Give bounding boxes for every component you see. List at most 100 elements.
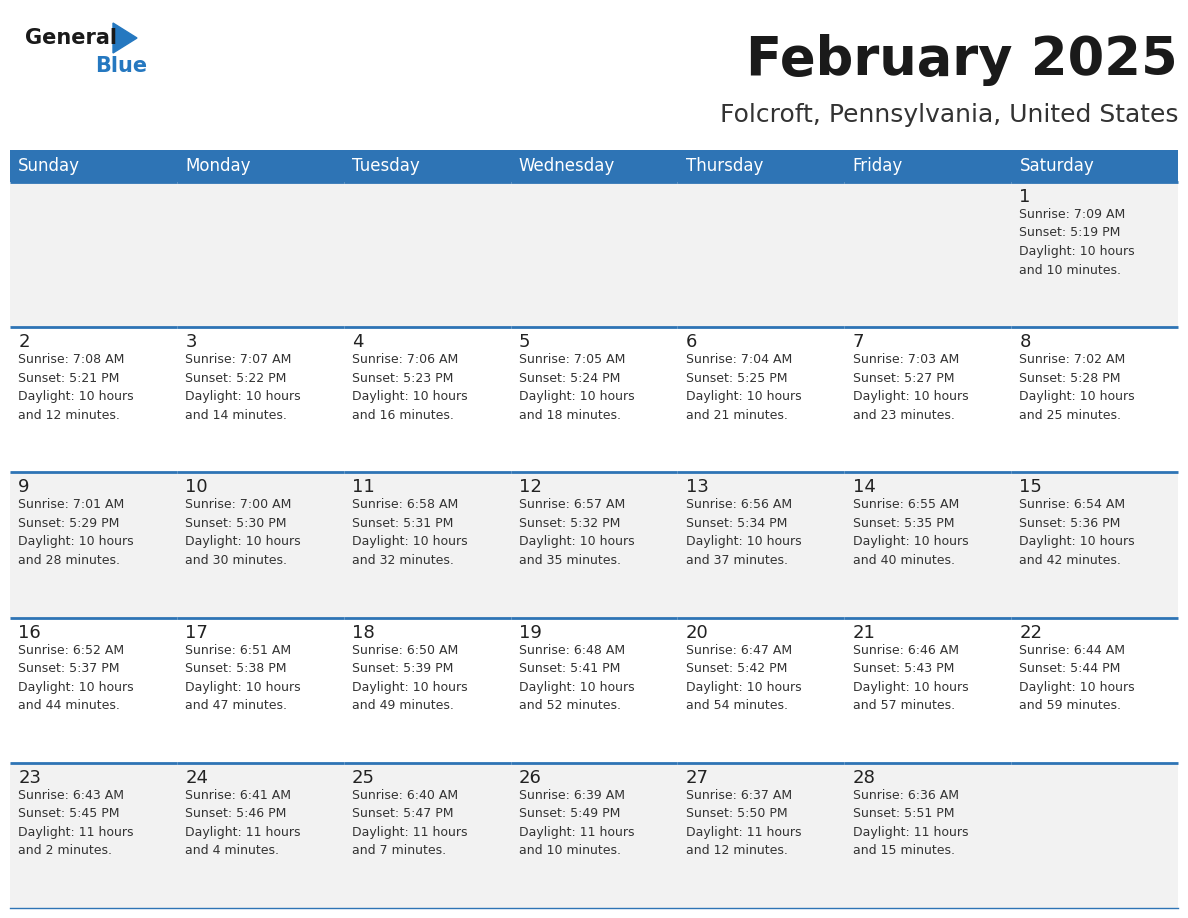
FancyBboxPatch shape — [1011, 618, 1178, 763]
Text: Sunrise: 7:02 AM
Sunset: 5:28 PM
Daylight: 10 hours
and 25 minutes.: Sunrise: 7:02 AM Sunset: 5:28 PM Dayligh… — [1019, 353, 1135, 421]
FancyBboxPatch shape — [177, 473, 343, 618]
FancyBboxPatch shape — [677, 763, 845, 908]
Text: Sunrise: 6:39 AM
Sunset: 5:49 PM
Daylight: 11 hours
and 10 minutes.: Sunrise: 6:39 AM Sunset: 5:49 PM Dayligh… — [519, 789, 634, 857]
FancyBboxPatch shape — [511, 150, 677, 182]
Text: 1: 1 — [1019, 188, 1031, 206]
FancyBboxPatch shape — [343, 473, 511, 618]
FancyBboxPatch shape — [10, 327, 177, 473]
FancyBboxPatch shape — [511, 618, 677, 763]
FancyBboxPatch shape — [1011, 763, 1178, 908]
Text: 26: 26 — [519, 768, 542, 787]
Text: Thursday: Thursday — [685, 157, 763, 175]
Text: 6: 6 — [685, 333, 697, 352]
Text: Wednesday: Wednesday — [519, 157, 615, 175]
FancyBboxPatch shape — [677, 473, 845, 618]
Text: Sunrise: 6:36 AM
Sunset: 5:51 PM
Daylight: 11 hours
and 15 minutes.: Sunrise: 6:36 AM Sunset: 5:51 PM Dayligh… — [853, 789, 968, 857]
FancyBboxPatch shape — [177, 150, 343, 182]
Text: 28: 28 — [853, 768, 876, 787]
Text: 17: 17 — [185, 623, 208, 642]
Text: 23: 23 — [18, 768, 42, 787]
Text: 24: 24 — [185, 768, 208, 787]
Polygon shape — [113, 23, 137, 53]
FancyBboxPatch shape — [511, 182, 677, 327]
Text: 20: 20 — [685, 623, 708, 642]
FancyBboxPatch shape — [177, 618, 343, 763]
FancyBboxPatch shape — [677, 182, 845, 327]
Text: 4: 4 — [352, 333, 364, 352]
Text: 15: 15 — [1019, 478, 1042, 497]
FancyBboxPatch shape — [845, 182, 1011, 327]
Text: Sunrise: 7:05 AM
Sunset: 5:24 PM
Daylight: 10 hours
and 18 minutes.: Sunrise: 7:05 AM Sunset: 5:24 PM Dayligh… — [519, 353, 634, 421]
FancyBboxPatch shape — [343, 182, 511, 327]
FancyBboxPatch shape — [1011, 182, 1178, 327]
FancyBboxPatch shape — [177, 327, 343, 473]
Text: Folcroft, Pennsylvania, United States: Folcroft, Pennsylvania, United States — [720, 103, 1178, 127]
Text: Sunrise: 7:00 AM
Sunset: 5:30 PM
Daylight: 10 hours
and 30 minutes.: Sunrise: 7:00 AM Sunset: 5:30 PM Dayligh… — [185, 498, 301, 567]
Text: February 2025: February 2025 — [746, 34, 1178, 86]
FancyBboxPatch shape — [511, 327, 677, 473]
Text: 16: 16 — [18, 623, 42, 642]
Text: Sunrise: 6:37 AM
Sunset: 5:50 PM
Daylight: 11 hours
and 12 minutes.: Sunrise: 6:37 AM Sunset: 5:50 PM Dayligh… — [685, 789, 801, 857]
Text: 2: 2 — [18, 333, 30, 352]
Text: Sunrise: 7:08 AM
Sunset: 5:21 PM
Daylight: 10 hours
and 12 minutes.: Sunrise: 7:08 AM Sunset: 5:21 PM Dayligh… — [18, 353, 134, 421]
FancyBboxPatch shape — [343, 327, 511, 473]
Text: Sunrise: 6:54 AM
Sunset: 5:36 PM
Daylight: 10 hours
and 42 minutes.: Sunrise: 6:54 AM Sunset: 5:36 PM Dayligh… — [1019, 498, 1135, 567]
Text: 5: 5 — [519, 333, 530, 352]
Text: Saturday: Saturday — [1019, 157, 1094, 175]
Text: Friday: Friday — [853, 157, 903, 175]
Text: Blue: Blue — [95, 56, 147, 76]
FancyBboxPatch shape — [511, 763, 677, 908]
FancyBboxPatch shape — [343, 763, 511, 908]
Text: Sunrise: 6:57 AM
Sunset: 5:32 PM
Daylight: 10 hours
and 35 minutes.: Sunrise: 6:57 AM Sunset: 5:32 PM Dayligh… — [519, 498, 634, 567]
Text: 19: 19 — [519, 623, 542, 642]
FancyBboxPatch shape — [845, 327, 1011, 473]
FancyBboxPatch shape — [10, 763, 177, 908]
Text: Monday: Monday — [185, 157, 251, 175]
Text: 8: 8 — [1019, 333, 1031, 352]
Text: Sunrise: 6:46 AM
Sunset: 5:43 PM
Daylight: 10 hours
and 57 minutes.: Sunrise: 6:46 AM Sunset: 5:43 PM Dayligh… — [853, 644, 968, 712]
Text: Sunrise: 6:58 AM
Sunset: 5:31 PM
Daylight: 10 hours
and 32 minutes.: Sunrise: 6:58 AM Sunset: 5:31 PM Dayligh… — [352, 498, 468, 567]
FancyBboxPatch shape — [10, 150, 177, 182]
Text: 3: 3 — [185, 333, 197, 352]
FancyBboxPatch shape — [511, 473, 677, 618]
Text: Sunrise: 7:06 AM
Sunset: 5:23 PM
Daylight: 10 hours
and 16 minutes.: Sunrise: 7:06 AM Sunset: 5:23 PM Dayligh… — [352, 353, 468, 421]
Text: Sunrise: 6:55 AM
Sunset: 5:35 PM
Daylight: 10 hours
and 40 minutes.: Sunrise: 6:55 AM Sunset: 5:35 PM Dayligh… — [853, 498, 968, 567]
Text: Sunrise: 6:56 AM
Sunset: 5:34 PM
Daylight: 10 hours
and 37 minutes.: Sunrise: 6:56 AM Sunset: 5:34 PM Dayligh… — [685, 498, 802, 567]
Text: General: General — [25, 28, 116, 48]
Text: Sunrise: 6:41 AM
Sunset: 5:46 PM
Daylight: 11 hours
and 4 minutes.: Sunrise: 6:41 AM Sunset: 5:46 PM Dayligh… — [185, 789, 301, 857]
FancyBboxPatch shape — [177, 182, 343, 327]
Text: Sunrise: 6:47 AM
Sunset: 5:42 PM
Daylight: 10 hours
and 54 minutes.: Sunrise: 6:47 AM Sunset: 5:42 PM Dayligh… — [685, 644, 802, 712]
Text: Tuesday: Tuesday — [352, 157, 419, 175]
Text: 21: 21 — [853, 623, 876, 642]
FancyBboxPatch shape — [1011, 327, 1178, 473]
FancyBboxPatch shape — [1011, 150, 1178, 182]
Text: Sunrise: 6:52 AM
Sunset: 5:37 PM
Daylight: 10 hours
and 44 minutes.: Sunrise: 6:52 AM Sunset: 5:37 PM Dayligh… — [18, 644, 134, 712]
Text: Sunrise: 6:50 AM
Sunset: 5:39 PM
Daylight: 10 hours
and 49 minutes.: Sunrise: 6:50 AM Sunset: 5:39 PM Dayligh… — [352, 644, 468, 712]
FancyBboxPatch shape — [677, 618, 845, 763]
Text: 11: 11 — [352, 478, 374, 497]
Text: Sunrise: 6:44 AM
Sunset: 5:44 PM
Daylight: 10 hours
and 59 minutes.: Sunrise: 6:44 AM Sunset: 5:44 PM Dayligh… — [1019, 644, 1135, 712]
Text: Sunrise: 6:40 AM
Sunset: 5:47 PM
Daylight: 11 hours
and 7 minutes.: Sunrise: 6:40 AM Sunset: 5:47 PM Dayligh… — [352, 789, 468, 857]
FancyBboxPatch shape — [845, 150, 1011, 182]
Text: 7: 7 — [853, 333, 864, 352]
FancyBboxPatch shape — [10, 618, 177, 763]
Text: 22: 22 — [1019, 623, 1043, 642]
Text: 25: 25 — [352, 768, 375, 787]
Text: Sunrise: 7:01 AM
Sunset: 5:29 PM
Daylight: 10 hours
and 28 minutes.: Sunrise: 7:01 AM Sunset: 5:29 PM Dayligh… — [18, 498, 134, 567]
FancyBboxPatch shape — [10, 473, 177, 618]
FancyBboxPatch shape — [845, 618, 1011, 763]
Text: Sunrise: 7:04 AM
Sunset: 5:25 PM
Daylight: 10 hours
and 21 minutes.: Sunrise: 7:04 AM Sunset: 5:25 PM Dayligh… — [685, 353, 802, 421]
FancyBboxPatch shape — [845, 763, 1011, 908]
FancyBboxPatch shape — [677, 150, 845, 182]
Text: Sunrise: 7:09 AM
Sunset: 5:19 PM
Daylight: 10 hours
and 10 minutes.: Sunrise: 7:09 AM Sunset: 5:19 PM Dayligh… — [1019, 208, 1135, 276]
Text: 9: 9 — [18, 478, 30, 497]
FancyBboxPatch shape — [1011, 473, 1178, 618]
Text: 18: 18 — [352, 623, 374, 642]
Text: Sunrise: 6:43 AM
Sunset: 5:45 PM
Daylight: 11 hours
and 2 minutes.: Sunrise: 6:43 AM Sunset: 5:45 PM Dayligh… — [18, 789, 134, 857]
Text: 27: 27 — [685, 768, 709, 787]
Text: Sunrise: 6:51 AM
Sunset: 5:38 PM
Daylight: 10 hours
and 47 minutes.: Sunrise: 6:51 AM Sunset: 5:38 PM Dayligh… — [185, 644, 301, 712]
FancyBboxPatch shape — [177, 763, 343, 908]
FancyBboxPatch shape — [10, 182, 177, 327]
Text: Sunrise: 7:07 AM
Sunset: 5:22 PM
Daylight: 10 hours
and 14 minutes.: Sunrise: 7:07 AM Sunset: 5:22 PM Dayligh… — [185, 353, 301, 421]
Text: Sunrise: 6:48 AM
Sunset: 5:41 PM
Daylight: 10 hours
and 52 minutes.: Sunrise: 6:48 AM Sunset: 5:41 PM Dayligh… — [519, 644, 634, 712]
